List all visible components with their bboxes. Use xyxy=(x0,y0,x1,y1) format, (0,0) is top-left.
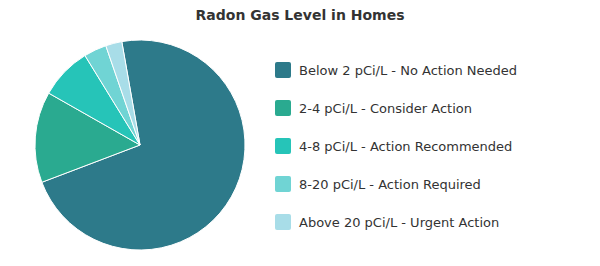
title: Radon Gas Level in Homes xyxy=(196,7,405,23)
legend: Below 2 pCi/L - No Action Needed 2-4 pCi/… xyxy=(275,62,517,230)
legend-label: 8-20 pCi/L - Action Required xyxy=(299,177,481,192)
legend-label: Below 2 pCi/L - No Action Needed xyxy=(299,63,517,78)
legend-label: 4-8 pCi/L - Action Recommended xyxy=(299,139,512,154)
legend-swatch xyxy=(275,100,291,116)
chart: Radon Gas Level in Homes Below 2 pCi/L - … xyxy=(0,0,600,266)
legend-swatch xyxy=(275,62,291,78)
legend-label: Above 20 pCi/L - Urgent Action xyxy=(299,215,499,230)
pie xyxy=(35,40,245,250)
legend-swatch xyxy=(275,214,291,230)
legend-swatch xyxy=(275,138,291,154)
pie-slice xyxy=(106,42,140,145)
legend-label: 2-4 pCi/L - Consider Action xyxy=(299,101,472,116)
legend-swatch xyxy=(275,176,291,192)
